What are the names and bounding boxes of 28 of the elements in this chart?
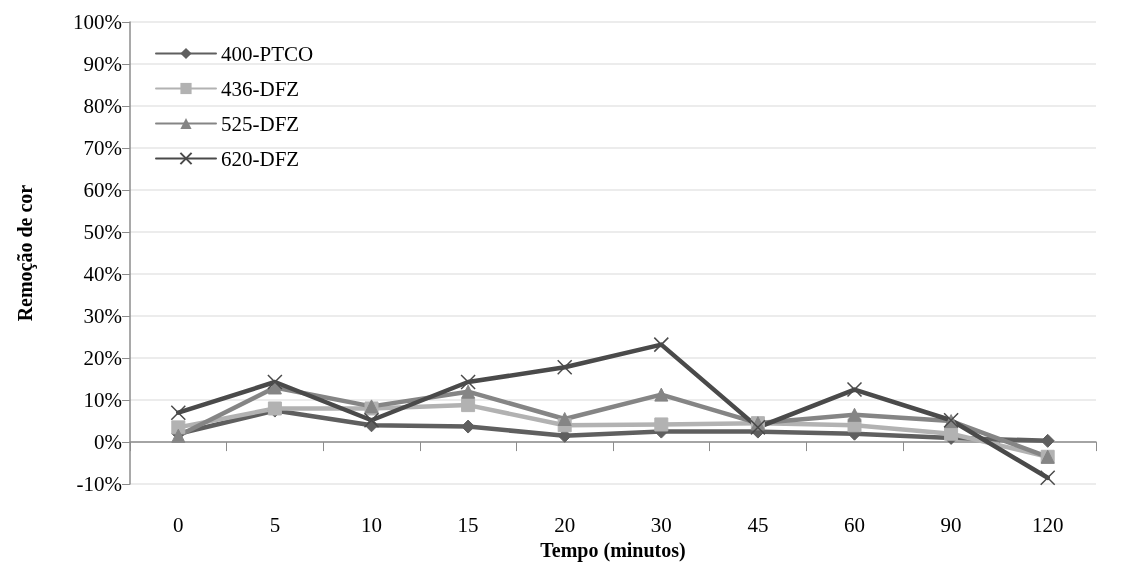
x-tick-label: 5 — [269, 512, 281, 537]
y-tick-label: 60% — [83, 178, 122, 203]
legend-label: 525-DFZ — [221, 111, 300, 136]
legend-label: 620-DFZ — [221, 146, 300, 171]
x-tick-label: 20 — [554, 512, 576, 537]
legend-label: 436-DFZ — [221, 76, 300, 101]
x-tick-label: 120 — [1031, 512, 1064, 537]
y-tick-label: 90% — [83, 52, 122, 77]
x-tick-label: 90 — [940, 512, 962, 537]
y-tick-label: 50% — [83, 220, 122, 245]
x-tick-label: 30 — [650, 512, 672, 537]
y-tick-label: 70% — [83, 136, 122, 161]
y-tick-label: 40% — [83, 262, 122, 287]
x-tick-label: 10 — [361, 512, 382, 537]
y-axis-title: Remoção de cor — [14, 184, 37, 322]
x-tick-label: 60 — [844, 512, 865, 537]
y-tick-label: 20% — [83, 346, 122, 371]
x-axis-title: Tempo (minutos) — [540, 539, 686, 562]
y-tick-label: 80% — [83, 94, 122, 119]
x-tick-label: 45 — [747, 512, 769, 537]
x-tick-label: 15 — [457, 512, 479, 537]
legend-label: 400-PTCO — [221, 41, 314, 66]
y-tick-label: 0% — [94, 430, 122, 455]
y-tick-label: 100% — [73, 10, 122, 34]
y-tick-label: 10% — [83, 388, 122, 413]
x-tick-label: 0 — [173, 512, 184, 537]
y-tick-label: -10% — [76, 472, 122, 497]
y-tick-label: 30% — [83, 304, 122, 329]
